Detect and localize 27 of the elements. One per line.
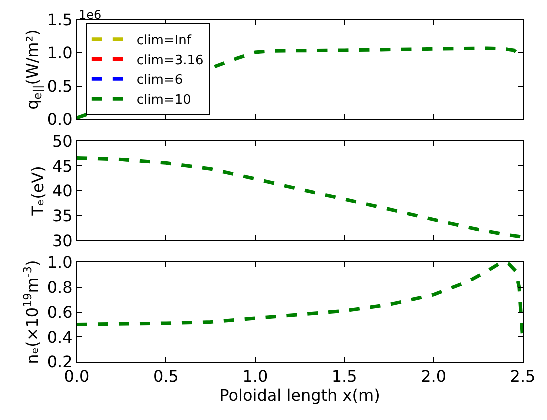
y-tick-label: 1.5 bbox=[47, 10, 73, 30]
y-tick-label: 40 bbox=[52, 182, 73, 201]
y-tick-label: 50 bbox=[52, 132, 73, 151]
y-tick-label: 1.0 bbox=[47, 44, 73, 63]
y-tick-label: 35 bbox=[52, 206, 73, 226]
x-axis-title: Poloidal length x(m) bbox=[220, 386, 380, 406]
legend-label: clim=3.16 bbox=[136, 53, 204, 68]
x-tick-label: 2.5 bbox=[510, 367, 536, 386]
y-tick-label: 45 bbox=[52, 156, 73, 176]
legend-label: clim=10 bbox=[136, 93, 192, 108]
legend-label: clim=Inf bbox=[136, 33, 192, 48]
x-tick-label: 1.5 bbox=[332, 367, 358, 386]
x-tick-label: 0.0 bbox=[64, 367, 90, 386]
legend-label: clim=6 bbox=[136, 73, 184, 88]
y-tick-label: 0.5 bbox=[47, 76, 73, 96]
y-axis-title: Tₑ(eV) bbox=[28, 166, 48, 217]
y-tick-label: 30 bbox=[52, 231, 73, 250]
y-tick-label: 0.8 bbox=[47, 278, 73, 298]
x-tick-label: 2.0 bbox=[421, 367, 447, 386]
y-tick-label: 0.4 bbox=[47, 328, 73, 347]
x-tick-label: 1.0 bbox=[242, 367, 268, 386]
y-tick-label: 1.0 bbox=[47, 253, 73, 272]
x-tick-label: 0.5 bbox=[153, 367, 179, 386]
annotation: 1e6 bbox=[79, 8, 102, 22]
y-tick-label: 0.6 bbox=[47, 302, 73, 322]
line-series bbox=[77, 156, 523, 239]
y-tick-label: 0.0 bbox=[47, 110, 73, 130]
